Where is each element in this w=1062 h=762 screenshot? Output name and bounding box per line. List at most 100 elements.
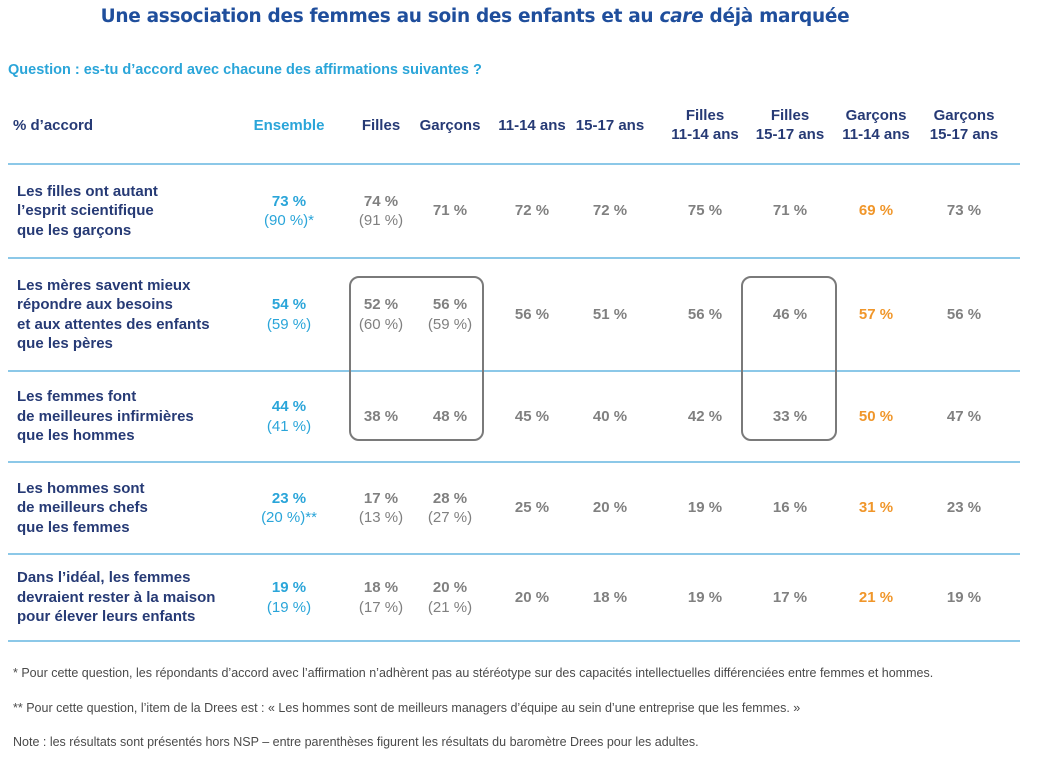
cell-value: 69 %: [858, 202, 894, 220]
table-cell: 72 %: [567, 165, 653, 257]
table-cell: 73 % (90 %)*: [246, 165, 332, 257]
column-header-line1: Filles: [361, 116, 401, 134]
table-cell: 72 %: [489, 165, 575, 257]
table-cell: 47 %: [921, 372, 1007, 461]
row-divider: [8, 461, 1020, 463]
column-header: Filles: [338, 100, 424, 150]
cell-value: 56 %: [687, 305, 723, 323]
cell-value: 19 %: [687, 588, 723, 606]
title-italic-word: care: [659, 6, 704, 27]
table-cell: 19 %: [921, 555, 1007, 640]
cell-value: 20 %: [432, 579, 468, 596]
column-header: 11-14 ans: [489, 100, 575, 150]
table-cell: 31 %: [833, 463, 919, 553]
table-cell: 17 % (13 %): [338, 463, 424, 553]
cell-value: 71 %: [432, 202, 468, 220]
row-label-line: Les mères savent mieux: [17, 276, 191, 294]
row-label-line: Les hommes sont: [17, 479, 145, 497]
row-label-line: l’esprit scientifique: [17, 202, 154, 220]
row-label-line: devraient rester à la maison: [17, 588, 216, 606]
cell-value: 56 %: [432, 296, 468, 313]
table-cell: 73 %: [921, 165, 1007, 257]
cell-value: 74 %: [363, 192, 399, 210]
table-cell: 25 %: [489, 463, 575, 553]
cell-adult-value: (17 %): [358, 598, 404, 616]
column-header: Garçons 15-17 ans: [921, 100, 1007, 150]
highlight-box-girls-15-17: [741, 276, 837, 441]
cell-adult-value: (90 %)*: [263, 212, 315, 229]
column-header: Filles 11-14 ans: [662, 100, 748, 150]
cell-value: 56 %: [514, 305, 550, 323]
cell-value: 17 %: [772, 588, 808, 606]
cell-value: 72 %: [514, 202, 550, 220]
column-header-line1: Garçons: [419, 116, 481, 134]
row-divider: [8, 640, 1020, 642]
cell-value: 51 %: [592, 305, 628, 323]
row-label-line: que les femmes: [17, 518, 130, 536]
table-cell: 56 % (59 %): [407, 259, 493, 370]
column-header-line1: 11-14 ans: [498, 116, 566, 134]
column-header-line1: Filles: [685, 107, 725, 124]
table-cell: 46 %: [747, 259, 833, 370]
table-cell: 20 %: [489, 555, 575, 640]
column-header: Garçons: [407, 100, 493, 150]
cell-value: 20 %: [514, 588, 550, 606]
cell-value: 25 %: [514, 499, 550, 517]
cell-value: 50 %: [858, 407, 894, 425]
table-cell: 69 %: [833, 165, 919, 257]
row-divider: [8, 163, 1020, 165]
cell-value: 19 %: [946, 588, 982, 606]
cell-adult-value: (60 %): [358, 315, 404, 333]
cell-value: 23 %: [271, 489, 307, 507]
table-cell: 19 % (19 %): [246, 555, 332, 640]
cell-value: 73 %: [271, 192, 307, 210]
title-text-end: déjà marquée: [703, 6, 850, 27]
cell-adult-value: (19 %): [266, 598, 312, 616]
cell-value: 38 %: [363, 407, 399, 425]
column-header-line2: 15-17 ans: [755, 126, 825, 143]
footnote-1: * Pour cette question, les répondants d’…: [13, 666, 934, 680]
cell-value: 18 %: [592, 588, 628, 606]
row-label: Dans l’idéal, les femmes devraient rester…: [17, 568, 215, 627]
table-cell: 71 %: [747, 165, 833, 257]
page-title: Une association des femmes au soin des e…: [0, 6, 950, 27]
row-header: % d’accord: [13, 116, 94, 134]
row-label: Les femmes font de meilleures infirmières…: [17, 387, 194, 446]
row-divider: [8, 257, 1020, 259]
column-header-line1: Filles: [770, 107, 810, 124]
footnote-2: ** Pour cette question, l’item de la Dre…: [13, 701, 801, 715]
table-cell: 56 %: [662, 259, 748, 370]
table-cell: 23 % (20 %)**: [246, 463, 332, 553]
table-cell: 51 %: [567, 259, 653, 370]
row-divider: [8, 370, 1020, 372]
table-cell: 44 % (41 %): [246, 372, 332, 461]
column-header: Ensemble: [246, 100, 332, 150]
row-divider: [8, 553, 1020, 555]
table-cell: 19 %: [662, 555, 748, 640]
column-header-line1: 15-17 ans: [575, 116, 645, 134]
cell-value: 72 %: [592, 202, 628, 220]
cell-adult-value: (41 %): [266, 417, 312, 435]
table-cell: 28 % (27 %): [407, 463, 493, 553]
title-text: Une association des femmes au soin des e…: [100, 6, 660, 27]
question-text: Question : es-tu d’accord avec chacune d…: [8, 62, 482, 78]
row-label-line: et aux attentes des enfants: [17, 315, 210, 333]
row-label-line: que les pères: [17, 335, 113, 352]
table-cell: 38 %: [338, 372, 424, 461]
table-cell: 74 % (91 %): [338, 165, 424, 257]
table-cell: 20 %: [567, 463, 653, 553]
column-header-line1: Ensemble: [253, 116, 325, 134]
row-label-line: de meilleurs chefs: [17, 499, 148, 517]
cell-value: 17 %: [363, 489, 399, 507]
table-cell: 23 %: [921, 463, 1007, 553]
cell-value: 33 %: [772, 407, 808, 425]
row-label: Les hommes sont de meilleurs chefs que les…: [17, 479, 148, 538]
column-header-line1: Garçons: [845, 107, 907, 124]
table-cell: 57 %: [833, 259, 919, 370]
cell-adult-value: (59 %): [266, 315, 312, 333]
column-header: Garçons 11-14 ans: [833, 100, 919, 150]
cell-value: 18 %: [363, 579, 399, 596]
column-header-line2: 15-17 ans: [929, 126, 999, 143]
cell-value: 48 %: [432, 407, 468, 425]
column-header-line2: 11-14 ans: [842, 126, 910, 143]
